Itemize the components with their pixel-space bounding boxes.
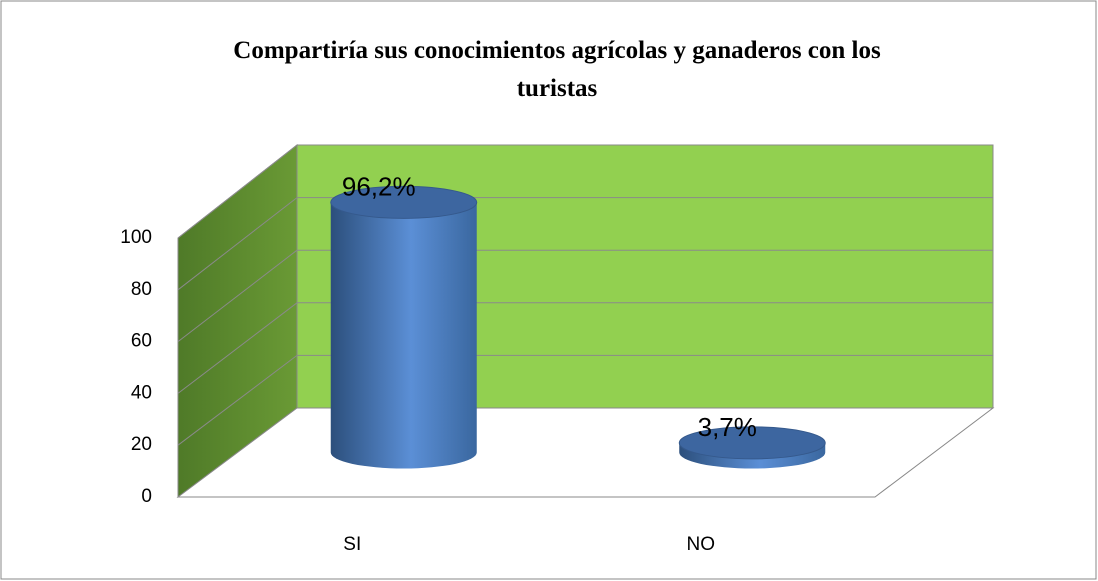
grid-line [177,355,298,446]
x-tick-label: SI [343,534,361,555]
value-label: 96,2% [342,171,416,201]
grid-line [177,302,298,394]
x-tick-label: NO [687,534,716,555]
cylinder [330,202,477,469]
chart-title: Compartiría sus conocimientos agrícolas … [233,37,881,102]
cylinder-top [678,426,826,460]
grid-line [177,249,298,342]
value-label: 3,7% [698,412,757,442]
y-tick-label: 100 [120,227,152,248]
y-tick-label: 80 [131,279,152,300]
y-tick-label: 20 [131,434,152,455]
y-tick-label: 40 [131,382,152,403]
floor [176,407,995,498]
grid-line [177,197,298,291]
y-tick-label: 0 [141,486,152,507]
y-tick-label: 60 [131,331,152,352]
cylinder-top [330,185,478,219]
grid-line [177,144,298,239]
